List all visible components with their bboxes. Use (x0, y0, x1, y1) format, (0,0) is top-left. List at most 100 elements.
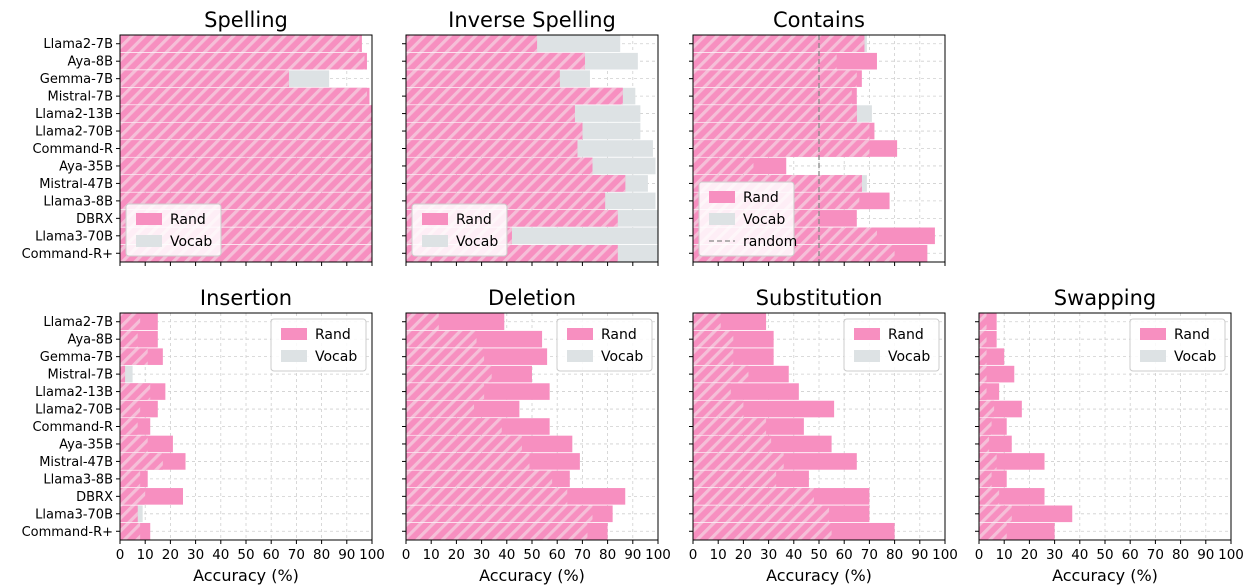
bar-overlap-hatch (979, 435, 990, 453)
panel-substitution: Substitution 0 10 20 30 40 50 60 70 80 90 100 Accura… (689, 286, 958, 585)
panel-title: Inverse Spelling (448, 8, 616, 32)
x-tick-label: 80 (1172, 547, 1189, 563)
x-tick-label: 90 (624, 547, 641, 563)
panel-deletion: Deletion 0 10 20 30 40 50 60 70 80 90 100 Accuracy (… (402, 286, 671, 585)
y-tick-label: Aya-35B (59, 437, 113, 452)
x-tick-label: 70 (288, 547, 305, 563)
legend-label-vocab: Vocab (601, 349, 643, 365)
x-tick-label: 60 (1122, 547, 1139, 563)
x-tick-label: 30 (1046, 547, 1063, 563)
bar-overlap-hatch (406, 453, 530, 470)
bar-overlap-hatch (120, 435, 148, 453)
x-tick-label: 40 (785, 547, 802, 563)
legend-swatch-vocab (1140, 350, 1166, 362)
bar-overlap-hatch (693, 330, 734, 348)
bar-overlap-hatch (693, 488, 814, 505)
x-tick-label: 60 (263, 547, 280, 563)
legend: Rand Vocab random (698, 181, 797, 257)
bar-overlap-hatch (693, 348, 734, 365)
y-tick-label: Llama3-8B (43, 194, 113, 209)
y-tick-label: Aya-8B (67, 333, 113, 348)
bar-overlap-hatch (693, 122, 870, 140)
x-tick-label: 40 (212, 547, 229, 563)
legend-label-vocab: Vocab (170, 234, 212, 250)
bar-overlap-hatch (120, 87, 367, 105)
x-tick-label: 0 (975, 547, 984, 563)
x-tick-label: 70 (574, 547, 591, 563)
legend-swatch-rand (709, 191, 735, 203)
legend-label-vocab: Vocab (888, 349, 930, 365)
bar-overlap-hatch (406, 175, 626, 192)
bar-overlap-hatch (120, 52, 365, 70)
legend-swatch-rand (1140, 328, 1166, 340)
bar-overlap-hatch (693, 87, 852, 105)
bar-overlap-hatch (693, 35, 865, 53)
legend-label-rand: Rand (315, 327, 351, 343)
bar-overlap-hatch (693, 365, 749, 383)
bar-overlap-hatch (406, 52, 585, 70)
legend-label-vocab: Vocab (743, 212, 785, 228)
x-tick-label: 100 (1218, 547, 1244, 563)
bar-overlap-hatch (406, 140, 578, 157)
legend-label-rand: Rand (170, 212, 206, 228)
legend-swatch-vocab (136, 235, 162, 247)
x-tick-label: 50 (523, 547, 540, 563)
x-tick-label: 70 (1147, 547, 1164, 563)
panel-title: Spelling (204, 8, 288, 32)
x-axis-label: Accuracy (%) (1052, 566, 1158, 585)
bar-overlap-hatch (120, 70, 289, 87)
bar-overlap-hatch (979, 330, 987, 348)
legend-swatch-rand (422, 213, 448, 225)
bar-overlap-hatch (693, 140, 870, 157)
bar-overlap-hatch (693, 313, 721, 331)
bar-overlap-hatch (120, 383, 151, 400)
y-tick-label: Mistral-47B (39, 455, 113, 470)
bar-overlap-hatch (979, 365, 987, 383)
x-tick-label: 100 (645, 547, 671, 563)
legend-label-rand: Rand (1174, 327, 1210, 343)
y-tick-label: Llama2-70B (35, 403, 113, 418)
y-tick-label: Llama2-13B (35, 385, 113, 400)
bar-overlap-hatch (406, 400, 475, 418)
x-axis-label: Accuracy (%) (479, 566, 585, 585)
x-tick-label: 90 (911, 547, 928, 563)
panel-swapping: Swapping 0 10 20 30 40 50 60 70 80 90 100 Accuracy (… (975, 286, 1244, 585)
bar-overlap-hatch (120, 140, 372, 157)
bar-overlap-hatch (406, 505, 593, 523)
bar-overlap-hatch (693, 157, 754, 175)
bar-overlap-hatch (693, 435, 772, 453)
x-tick-label: 100 (932, 547, 958, 563)
bar-overlap-hatch (693, 470, 777, 488)
bar-overlap-hatch (406, 418, 502, 435)
x-axis-label: Accuracy (%) (193, 566, 299, 585)
x-tick-label: 30 (187, 547, 204, 563)
bar-overlap-hatch (979, 453, 997, 470)
x-axis-label: Accuracy (%) (766, 566, 872, 585)
bar-overlap-hatch (120, 122, 372, 140)
legend-label-vocab: Vocab (315, 349, 357, 365)
bar-overlap-hatch (120, 365, 126, 383)
y-tick-label: Llama3-70B (35, 507, 113, 522)
bar-overlap-hatch (693, 400, 744, 418)
y-tick-label: Command-R (32, 142, 113, 157)
x-tick-label: 10 (710, 547, 727, 563)
x-tick-label: 50 (1096, 547, 1113, 563)
bar-overlap-hatch (120, 105, 372, 122)
x-tick-label: 20 (1021, 547, 1038, 563)
x-tick-label: 50 (237, 547, 254, 563)
legend-swatch-vocab (281, 350, 307, 362)
panel-title: Insertion (200, 286, 292, 310)
x-tick-label: 40 (1071, 547, 1088, 563)
bar-overlap-hatch (120, 348, 148, 365)
x-tick-label: 10 (423, 547, 440, 563)
x-tick-label: 90 (1197, 547, 1214, 563)
y-tick-label: Llama2-70B (35, 125, 113, 140)
bar-overlap-hatch (120, 175, 372, 192)
bar-overlap-hatch (406, 70, 560, 87)
legend-swatch-rand (281, 328, 307, 340)
x-tick-label: 60 (836, 547, 853, 563)
bar-overlap-hatch (979, 383, 987, 400)
x-tick-label: 80 (599, 547, 616, 563)
bar-overlap-hatch (120, 505, 138, 523)
bar-overlap-hatch (120, 418, 138, 435)
